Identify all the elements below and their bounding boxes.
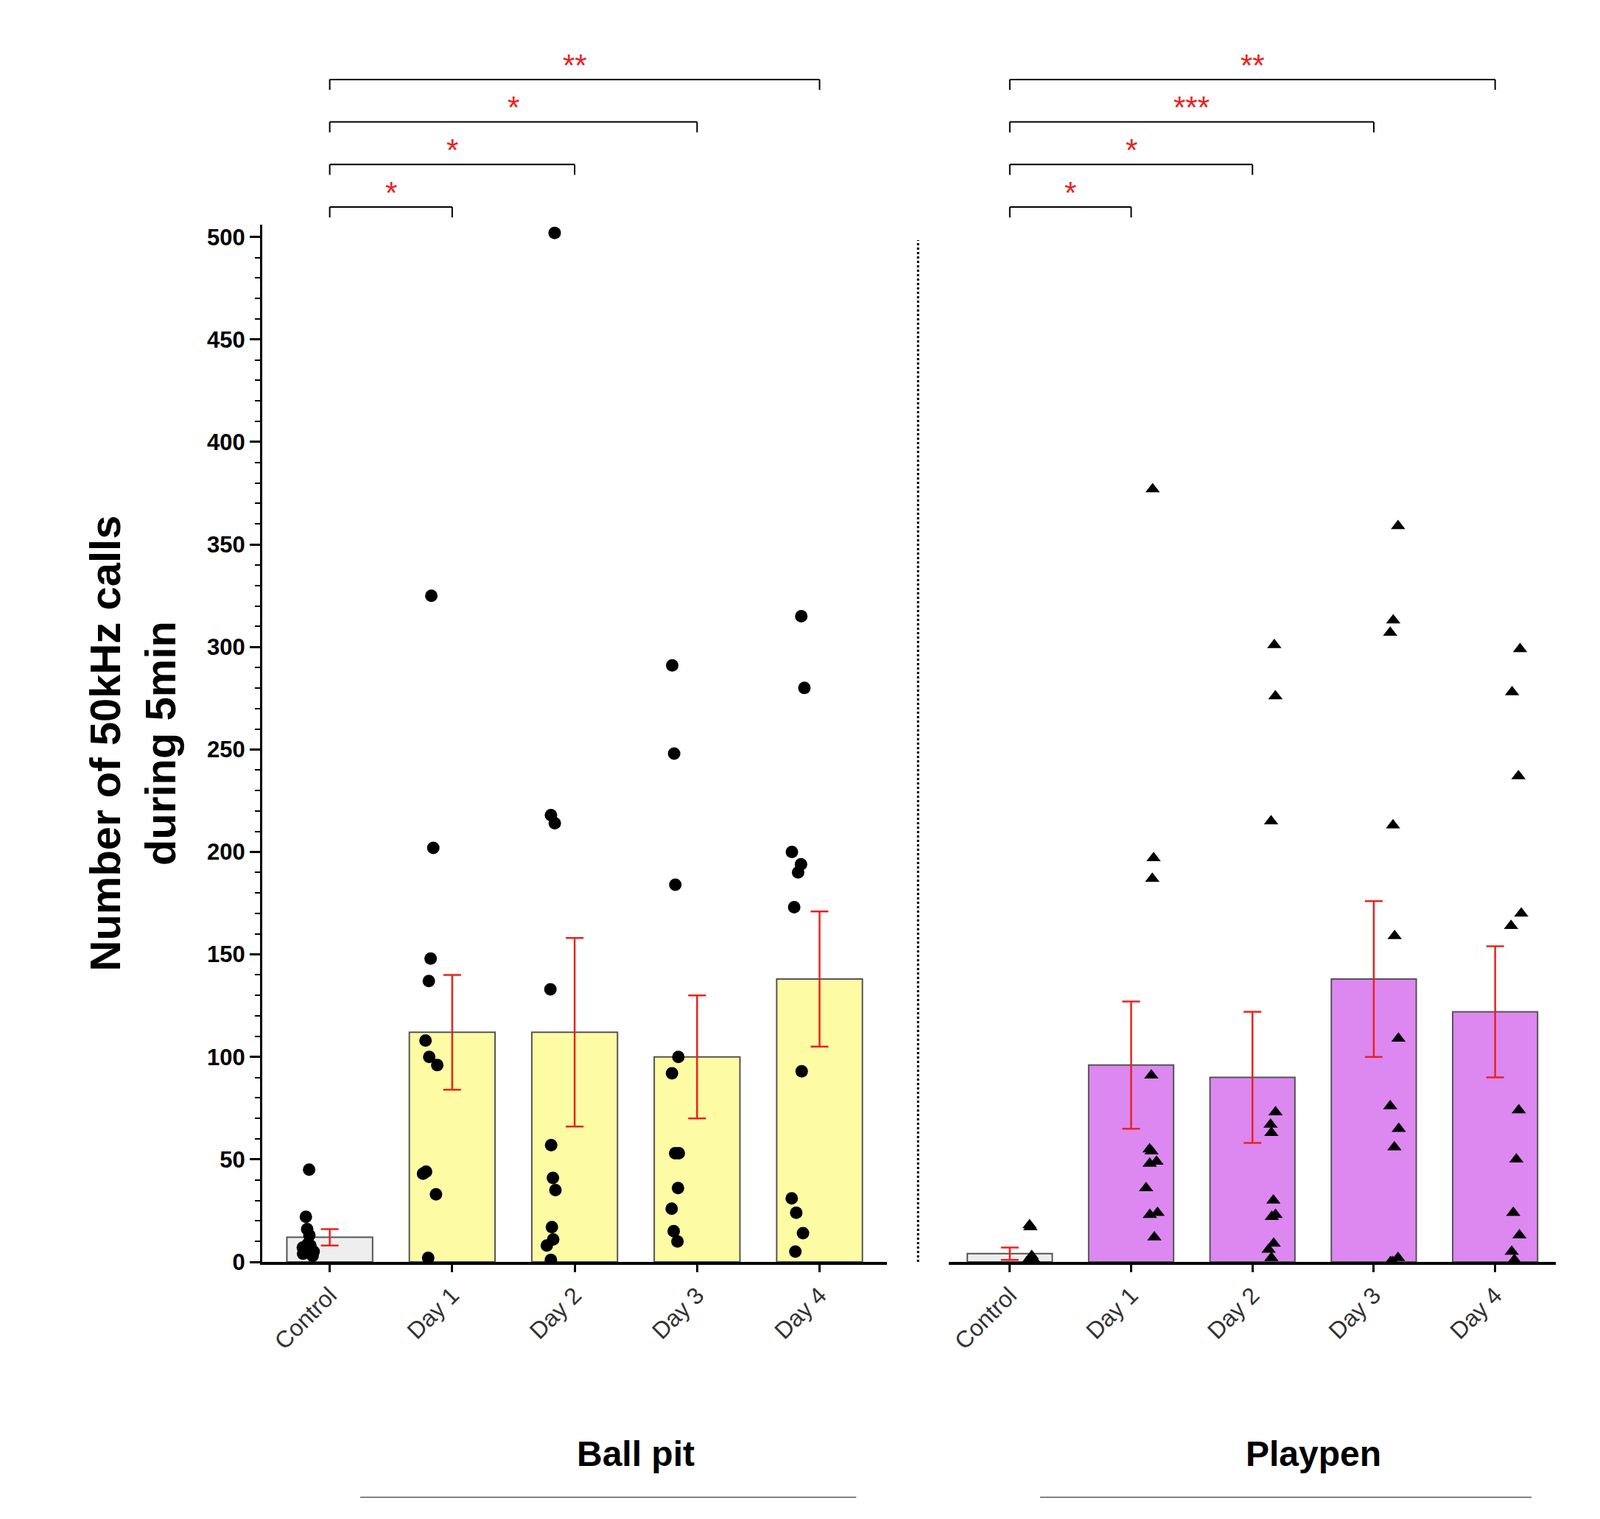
svg-text:Day 1: Day 1 (402, 1281, 465, 1345)
svg-text:350: 350 (206, 531, 246, 558)
svg-text:50: 50 (219, 1146, 245, 1173)
svg-text:0: 0 (232, 1249, 246, 1276)
svg-text:*: * (507, 89, 520, 125)
svg-text:Control: Control (268, 1281, 342, 1354)
svg-text:*: * (385, 175, 398, 210)
svg-text:Day 3: Day 3 (1323, 1281, 1387, 1345)
svg-text:*: * (1064, 175, 1077, 210)
svg-text:Day 4: Day 4 (1444, 1281, 1508, 1345)
svg-text:Day 4: Day 4 (769, 1281, 832, 1345)
svg-text:*: * (446, 132, 459, 168)
svg-text:Ball pit: Ball pit (576, 1434, 695, 1474)
svg-text:300: 300 (206, 634, 246, 661)
svg-text:450: 450 (206, 327, 246, 353)
svg-text:Number of 50kHz callsduring 5m: Number of 50kHz callsduring 5min (81, 515, 185, 972)
svg-text:Playpen: Playpen (1245, 1434, 1382, 1474)
svg-text:Control: Control (949, 1281, 1022, 1354)
svg-text:100: 100 (206, 1044, 246, 1071)
svg-text:200: 200 (206, 839, 246, 865)
svg-text:**: ** (1240, 47, 1265, 83)
svg-text:250: 250 (206, 736, 246, 763)
svg-text:150: 150 (206, 941, 246, 968)
svg-text:Day 2: Day 2 (524, 1281, 588, 1345)
svg-text:Day 1: Day 1 (1080, 1281, 1144, 1345)
svg-text:*: * (1125, 132, 1138, 168)
svg-text:***: *** (1173, 89, 1210, 125)
svg-text:Day 3: Day 3 (646, 1281, 710, 1345)
svg-text:500: 500 (206, 224, 246, 251)
svg-text:Day 2: Day 2 (1202, 1281, 1265, 1345)
svg-text:400: 400 (206, 429, 246, 456)
svg-text:**: ** (562, 47, 588, 83)
